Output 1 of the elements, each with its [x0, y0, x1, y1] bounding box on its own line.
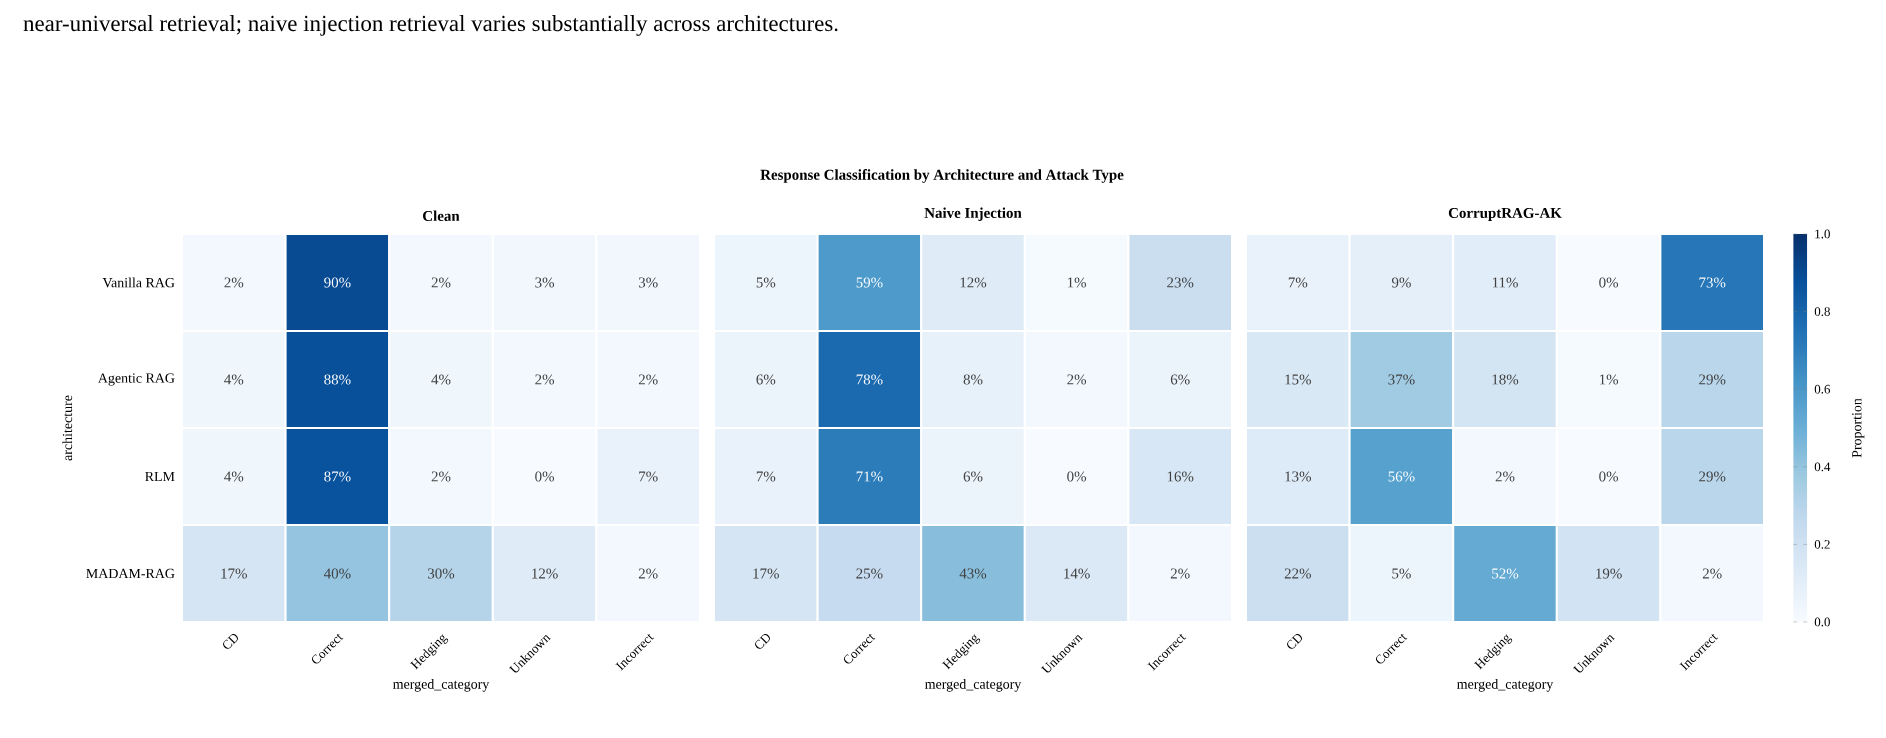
text: near-universal retrieval; naive injection retrieval varies substantially across architectures. — [23, 15, 838, 36]
